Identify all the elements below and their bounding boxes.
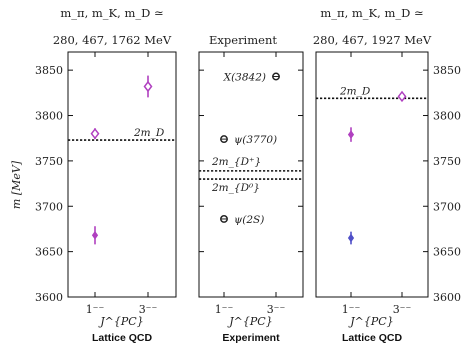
y-tick-label: 3600 bbox=[35, 291, 63, 304]
y-tick-label: 3650 bbox=[35, 246, 63, 259]
x-tick-label: 1⁻⁻ bbox=[342, 303, 361, 316]
x-tick-label: 3⁻⁻ bbox=[139, 303, 158, 316]
left-bottom-label: Lattice QCD bbox=[92, 332, 153, 344]
middle-panel-title: Experiment bbox=[209, 33, 277, 47]
chart-marks: 3600 3650 3700 3750 3800 3850 1⁻⁻ 3⁻⁻ 2m_D 1⁻⁻ 3⁻⁻… bbox=[35, 52, 461, 316]
threshold-label: 2m_{D⁺} bbox=[211, 156, 261, 168]
y-tick-label: 3750 bbox=[433, 155, 461, 168]
data-point bbox=[347, 130, 355, 139]
right-x-axis-label: J^{PC} bbox=[348, 315, 393, 328]
right-panel-frame bbox=[315, 51, 429, 298]
y-tick-label: 3850 bbox=[35, 64, 63, 77]
threshold-label: 2m_D bbox=[133, 127, 165, 139]
y-tick-label: 3800 bbox=[433, 110, 461, 123]
right-title-line2: 280, 467, 1927 MeV bbox=[313, 33, 432, 47]
y-tick-label: 3600 bbox=[433, 291, 461, 304]
x-tick-label: 1⁻⁻ bbox=[86, 303, 105, 316]
left-x-axis-label: J^{PC} bbox=[98, 315, 143, 328]
point-label: ψ(3770) bbox=[234, 134, 277, 146]
threshold-label: 2m_{D⁰} bbox=[211, 182, 260, 194]
right-title-line1: m_π, m_K, m_D ≃ bbox=[320, 6, 423, 20]
y-tick-label: 3800 bbox=[35, 110, 63, 123]
point-label: X(3842) bbox=[223, 72, 266, 84]
right-bottom-label: Lattice QCD bbox=[342, 332, 403, 344]
middle-x-axis-label: J^{PC} bbox=[227, 315, 272, 328]
middle-title: Experiment bbox=[209, 33, 277, 47]
threshold-label: 2m_D bbox=[339, 85, 371, 97]
left-title-line2: 280, 467, 1762 MeV bbox=[53, 33, 172, 47]
middle-bottom-label: Experiment bbox=[222, 332, 280, 344]
x-tick-label: 1⁻⁻ bbox=[215, 303, 234, 316]
y-tick-label: 3650 bbox=[433, 246, 461, 259]
y-tick-label: 3750 bbox=[35, 155, 63, 168]
middle-panel-frame bbox=[198, 51, 304, 298]
data-point bbox=[90, 127, 100, 140]
point-label: ψ(2S) bbox=[234, 214, 264, 226]
y-axis-label: m [MeV] bbox=[10, 160, 23, 209]
y-tick-label: 3700 bbox=[35, 200, 63, 213]
data-point bbox=[143, 80, 153, 93]
y-tick-label: 3850 bbox=[433, 64, 461, 77]
data-point bbox=[397, 90, 407, 103]
x-tick-label: 3⁻⁻ bbox=[267, 303, 286, 316]
y-tick-label: 3700 bbox=[433, 200, 461, 213]
x-tick-label: 3⁻⁻ bbox=[393, 303, 412, 316]
data-point bbox=[91, 230, 99, 240]
left-title-line1: m_π, m_K, m_D ≃ bbox=[60, 6, 163, 20]
left-panel-title: m_π, m_K, m_D ≃ 280, 467, 1762 MeV bbox=[53, 6, 172, 47]
data-point bbox=[347, 233, 355, 243]
left-panel-frame bbox=[67, 51, 177, 298]
right-panel-title: m_π, m_K, m_D ≃ 280, 467, 1927 MeV bbox=[313, 6, 432, 47]
